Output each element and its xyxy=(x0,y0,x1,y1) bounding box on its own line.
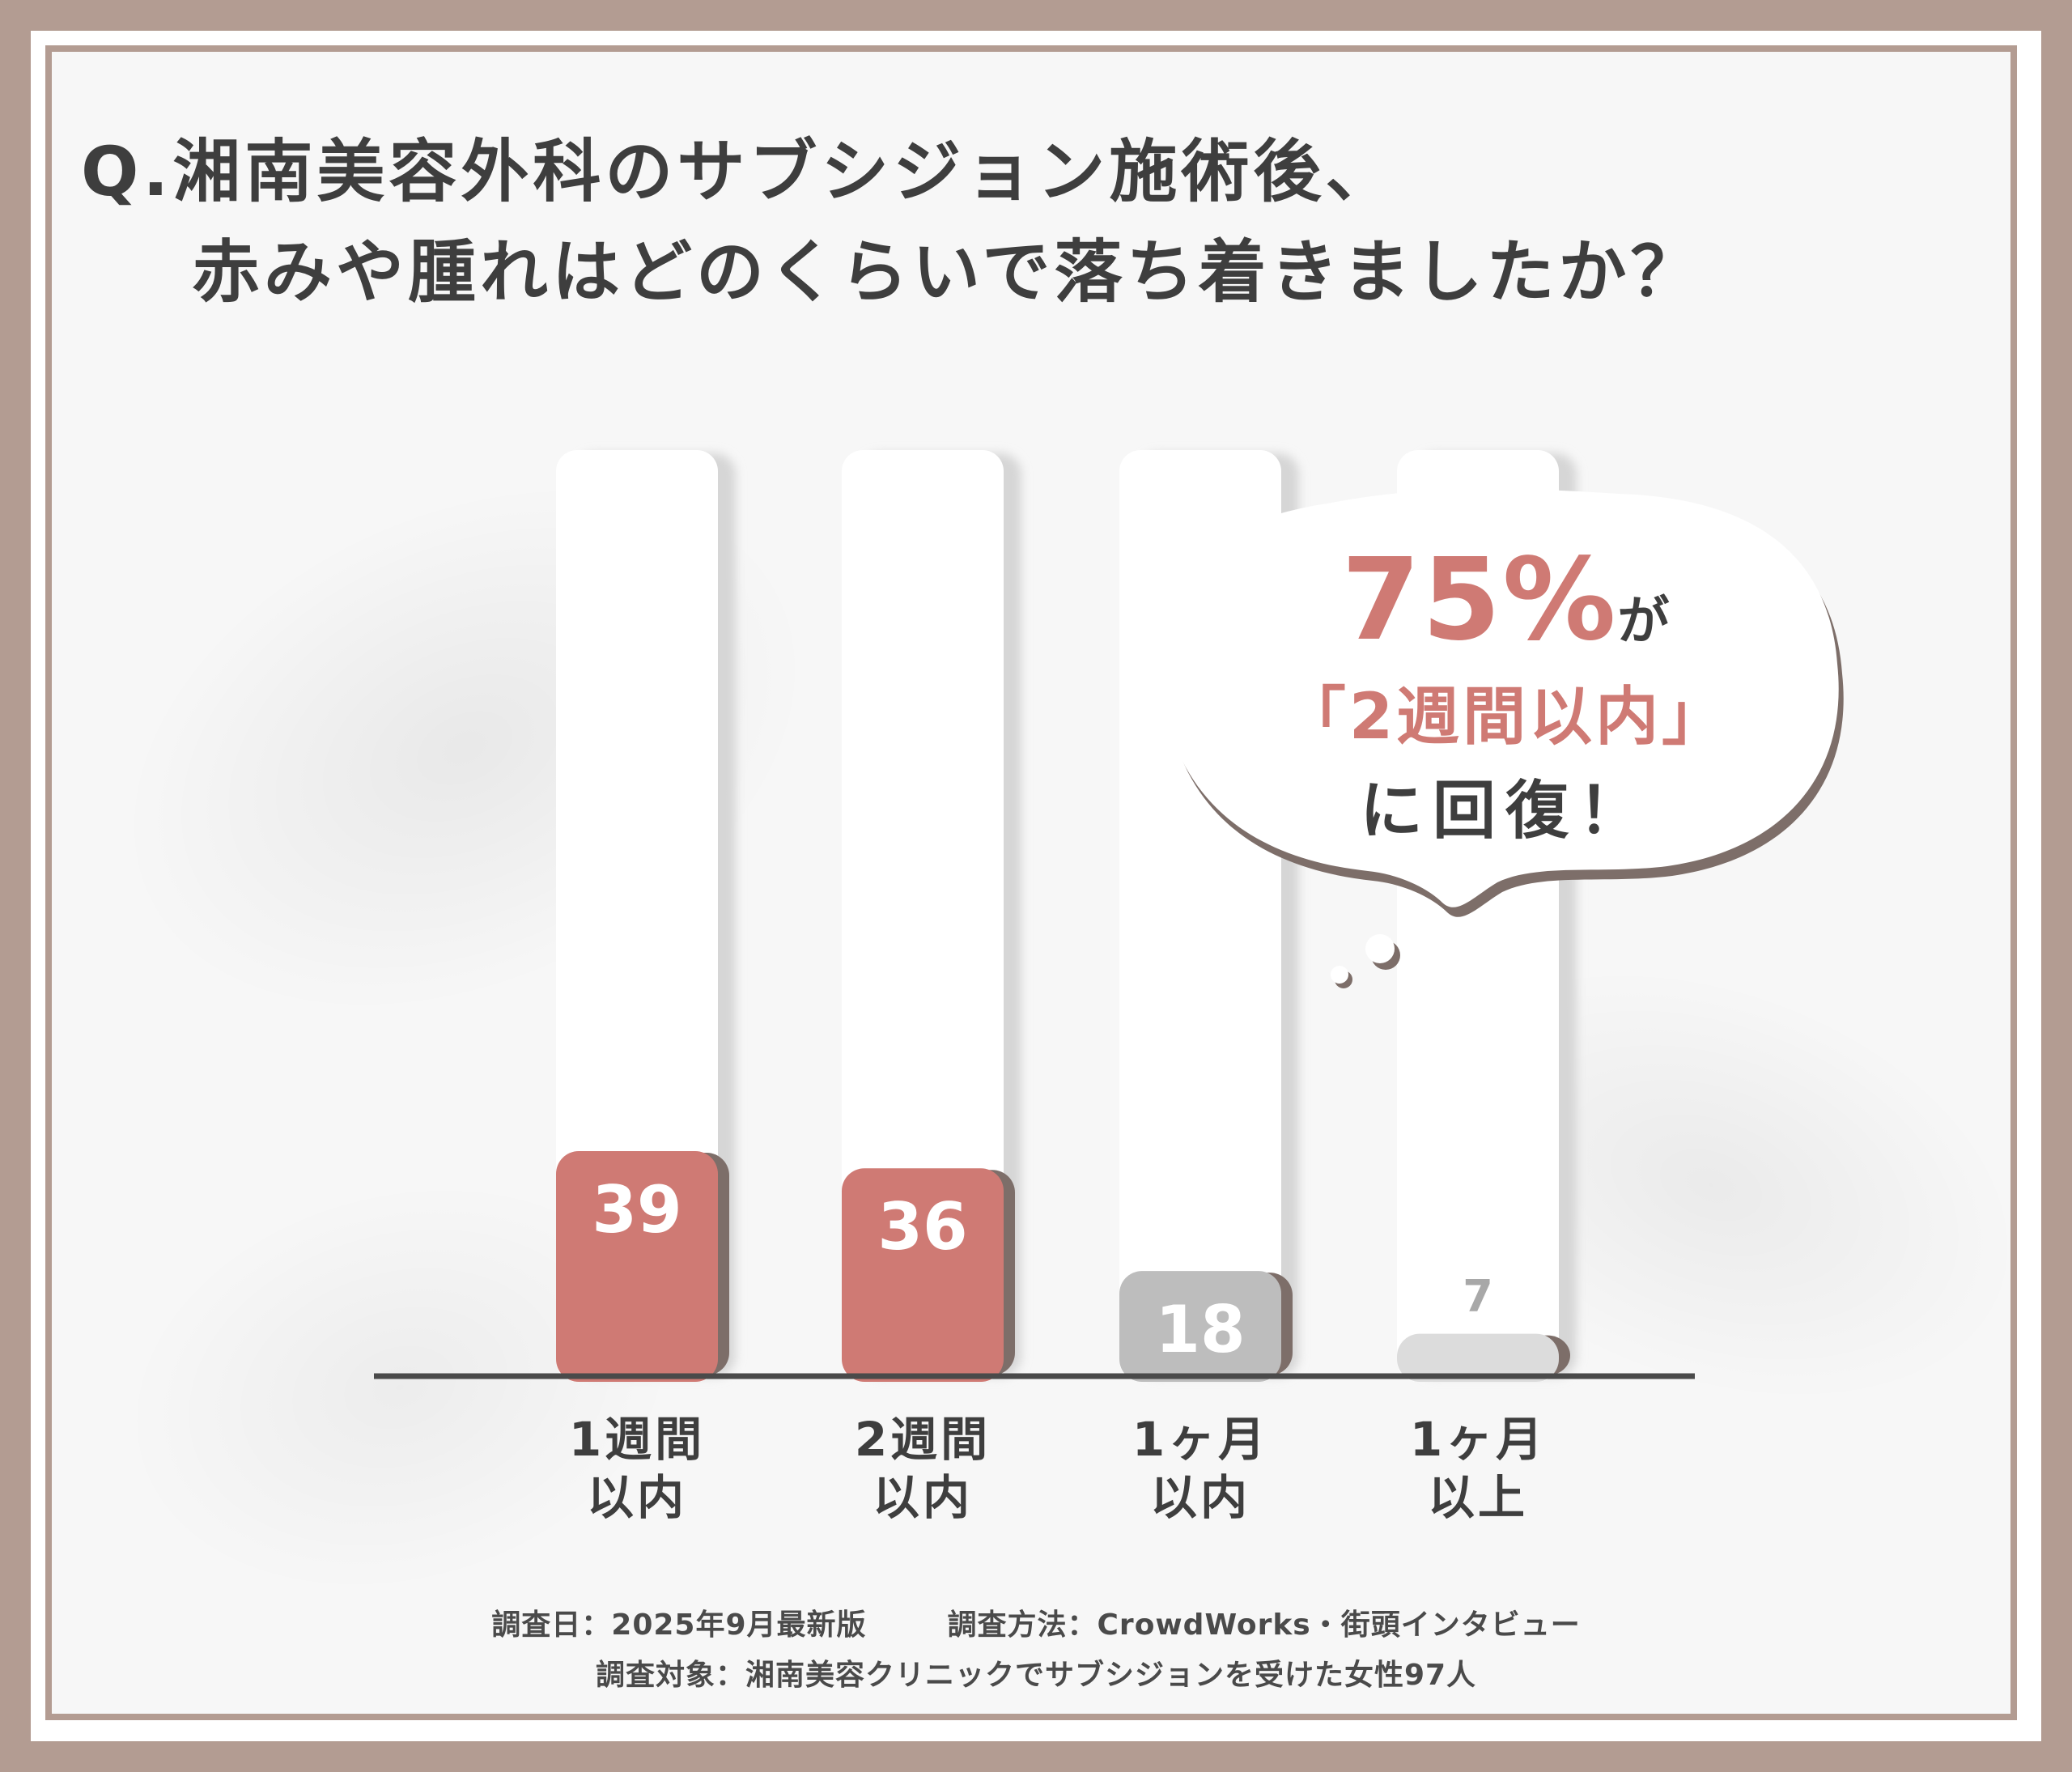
title-line-2: 赤みや腫れはどのくらいで落ち着きましたか？ xyxy=(192,232,1703,312)
bubble-dot xyxy=(1365,934,1395,963)
survey-method: 調査方法：CrowdWorks・街頭インタビュー xyxy=(947,1608,1581,1642)
chart-title: Q.湘南美容外科のサブシジョン施術後、 赤みや腫れはどのくらいで落ち着きましたか… xyxy=(81,121,1702,322)
bubble-body xyxy=(1154,488,1839,907)
bar xyxy=(1397,1333,1559,1382)
bar-value-label: 18 xyxy=(1155,1292,1245,1367)
bar-track xyxy=(842,450,1004,1382)
category-label-line: 1ヶ月 xyxy=(1132,1412,1269,1467)
bar-track xyxy=(556,450,718,1382)
category-label-line: 以上 xyxy=(1427,1470,1528,1525)
title-line-1: Q.湘南美容外科のサブシジョン施術後、 xyxy=(81,132,1398,211)
callout-percent: 75% xyxy=(1341,534,1618,666)
bubble-dot xyxy=(1331,966,1348,984)
callout-suffix: が xyxy=(1617,592,1670,652)
callout-line-2: 「2週間以内」 xyxy=(1282,681,1729,754)
survey-date: 調査日：2025年9月最新版 xyxy=(491,1608,867,1642)
survey-target: 調査対象：湘南美容クリニックでサブシジョンを受けた女性97人 xyxy=(595,1659,1477,1692)
bar-value-label: 7 xyxy=(1463,1271,1493,1322)
bar xyxy=(556,1151,718,1382)
category-label: 1週間 以内 xyxy=(532,1410,742,1527)
category-label: 1ヶ月 以上 xyxy=(1373,1410,1583,1527)
category-label: 2週間 以内 xyxy=(817,1410,1028,1527)
chart-frame xyxy=(45,45,2017,1720)
bar xyxy=(1119,1271,1281,1382)
callout-line-3: に回復！ xyxy=(1359,775,1651,848)
category-label-line: 2週間 xyxy=(854,1412,991,1467)
bar-value-label: 39 xyxy=(592,1172,681,1247)
survey-notes-line-1: 調査日：2025年9月最新版 調査方法：CrowdWorks・街頭インタビュー xyxy=(0,1601,2072,1643)
category-label-line: 1週間 xyxy=(568,1412,706,1467)
bar xyxy=(842,1168,1004,1382)
category-label-line: 1ヶ月 xyxy=(1409,1412,1547,1467)
category-label-line: 以内 xyxy=(586,1470,687,1525)
category-label: 1ヶ月 以内 xyxy=(1095,1410,1306,1527)
category-label-line: 以内 xyxy=(1149,1470,1250,1525)
speech-bubble xyxy=(1154,488,1844,988)
bars: 39 36 18 7 xyxy=(556,1151,1570,1382)
callout: 75%が 「2週間以内」 に回復！ xyxy=(1166,534,1845,851)
category-label-line: 以内 xyxy=(872,1470,973,1525)
bar-value-label: 36 xyxy=(877,1189,967,1264)
